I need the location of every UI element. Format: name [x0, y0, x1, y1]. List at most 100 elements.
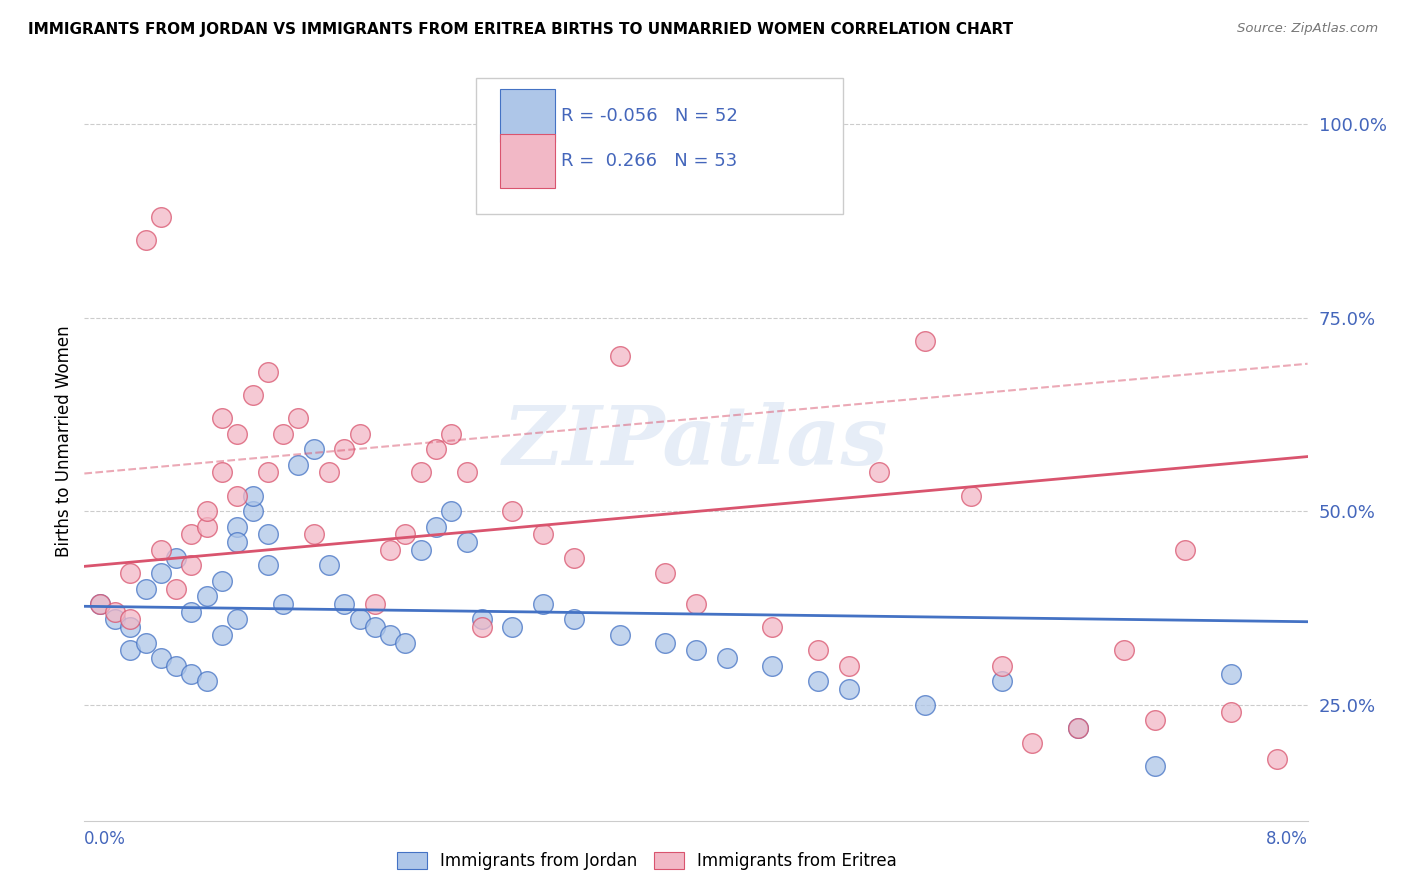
Point	[1021, 736, 1043, 750]
Point	[318, 466, 340, 480]
Point	[226, 535, 249, 549]
Point	[761, 620, 783, 634]
Point	[440, 426, 463, 441]
Point	[409, 542, 432, 557]
Point	[271, 597, 294, 611]
Point	[1143, 759, 1166, 773]
Point	[211, 466, 233, 480]
Point	[1114, 643, 1136, 657]
Point	[609, 628, 631, 642]
Point	[195, 589, 218, 603]
Point	[531, 597, 554, 611]
Point	[120, 612, 142, 626]
Point	[135, 636, 157, 650]
Point	[409, 466, 432, 480]
Point	[471, 612, 494, 626]
Point	[195, 519, 218, 533]
Point	[991, 659, 1014, 673]
Point	[380, 542, 402, 557]
Point	[211, 628, 233, 642]
Point	[716, 651, 738, 665]
Point	[654, 636, 676, 650]
Point	[195, 504, 218, 518]
Point	[257, 527, 280, 541]
FancyBboxPatch shape	[475, 78, 842, 214]
Point	[914, 698, 936, 712]
Point	[271, 426, 294, 441]
Point	[135, 582, 157, 596]
Point	[120, 643, 142, 657]
Point	[807, 643, 830, 657]
Text: 8.0%: 8.0%	[1265, 830, 1308, 848]
Point	[318, 558, 340, 573]
Point	[531, 527, 554, 541]
Text: ZIPatlas: ZIPatlas	[503, 401, 889, 482]
Point	[257, 466, 280, 480]
Point	[838, 659, 860, 673]
Point	[394, 636, 416, 650]
Point	[165, 550, 187, 565]
Point	[456, 466, 478, 480]
Point	[609, 350, 631, 364]
FancyBboxPatch shape	[501, 89, 555, 142]
Point	[502, 620, 524, 634]
Point	[302, 442, 325, 457]
Point	[456, 535, 478, 549]
Point	[685, 643, 707, 657]
Text: Source: ZipAtlas.com: Source: ZipAtlas.com	[1237, 22, 1378, 36]
Point	[364, 620, 387, 634]
Point	[991, 674, 1014, 689]
Point	[104, 605, 127, 619]
FancyBboxPatch shape	[501, 135, 555, 187]
Text: IMMIGRANTS FROM JORDAN VS IMMIGRANTS FROM ERITREA BIRTHS TO UNMARRIED WOMEN CORR: IMMIGRANTS FROM JORDAN VS IMMIGRANTS FRO…	[28, 22, 1014, 37]
Point	[89, 597, 111, 611]
Point	[1265, 752, 1288, 766]
Point	[180, 605, 202, 619]
Legend: Immigrants from Jordan, Immigrants from Eritrea: Immigrants from Jordan, Immigrants from …	[391, 846, 904, 877]
Text: 0.0%: 0.0%	[84, 830, 127, 848]
Point	[761, 659, 783, 673]
Point	[1174, 542, 1197, 557]
Point	[562, 550, 585, 565]
Point	[440, 504, 463, 518]
Point	[1143, 713, 1166, 727]
Point	[195, 674, 218, 689]
Point	[960, 489, 983, 503]
Point	[242, 388, 264, 402]
Point	[685, 597, 707, 611]
Point	[120, 566, 142, 580]
Point	[914, 334, 936, 348]
Point	[120, 620, 142, 634]
Point	[287, 411, 309, 425]
Point	[838, 682, 860, 697]
Point	[226, 612, 249, 626]
Point	[242, 504, 264, 518]
Y-axis label: Births to Unmarried Women: Births to Unmarried Women	[55, 326, 73, 558]
Point	[149, 210, 172, 224]
Point	[425, 442, 447, 457]
Point	[226, 489, 249, 503]
Point	[104, 612, 127, 626]
Point	[149, 566, 172, 580]
Point	[349, 426, 371, 441]
Point	[425, 519, 447, 533]
Point	[502, 504, 524, 518]
Point	[211, 574, 233, 588]
Point	[302, 527, 325, 541]
Point	[180, 558, 202, 573]
Point	[1220, 706, 1243, 720]
Text: R = -0.056   N = 52: R = -0.056 N = 52	[561, 106, 738, 125]
Point	[1067, 721, 1090, 735]
Point	[165, 582, 187, 596]
Point	[149, 651, 172, 665]
Point	[654, 566, 676, 580]
Point	[287, 458, 309, 472]
Point	[226, 519, 249, 533]
Point	[1067, 721, 1090, 735]
Point	[471, 620, 494, 634]
Text: R =  0.266   N = 53: R = 0.266 N = 53	[561, 152, 738, 170]
Point	[135, 233, 157, 247]
Point	[180, 666, 202, 681]
Point	[380, 628, 402, 642]
Point	[257, 365, 280, 379]
